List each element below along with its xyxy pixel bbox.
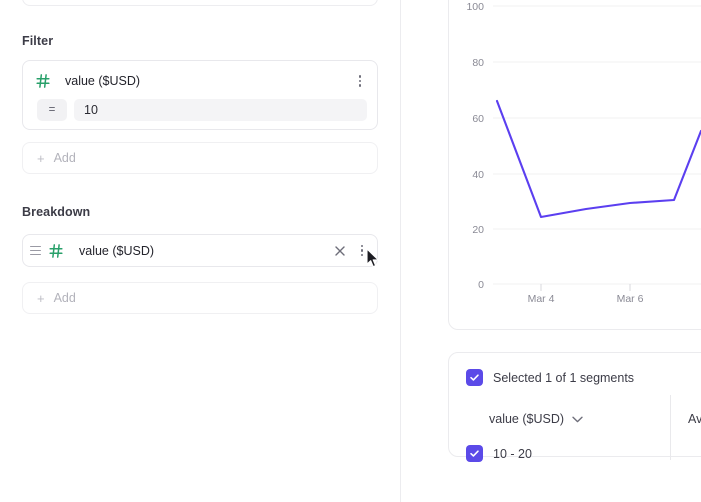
svg-text:0: 0 — [478, 279, 484, 291]
chart-content-area — [402, 0, 701, 502]
close-icon[interactable] — [332, 243, 348, 259]
segments-list-item[interactable]: 10 - 20 — [466, 445, 532, 462]
segments-field-dropdown[interactable]: value ($USD) — [489, 412, 583, 426]
breakdown-add-label: Add — [53, 291, 76, 305]
query-builder-sidebar: Filter value ($USD) = 10 — [22, 0, 401, 502]
svg-text:20: 20 — [472, 224, 484, 236]
filter-expression-row: = 10 — [23, 99, 377, 121]
hash-icon — [49, 243, 63, 258]
segment-item-label: 10 - 20 — [493, 446, 532, 461]
line-chart: 100 80 60 40 20 0 Mar 4 Mar 6 — [466, 1, 701, 305]
chevron-down-icon — [572, 416, 583, 422]
segments-column-header: Av — [688, 412, 701, 426]
filter-operator-button[interactable]: = — [37, 99, 67, 121]
segments-select-all-row[interactable]: Selected 1 of 1 segments — [466, 369, 634, 386]
filter-add-label: Add — [53, 151, 76, 165]
filter-field-row[interactable]: value ($USD) — [23, 66, 377, 96]
filter-card: value ($USD) = 10 — [22, 60, 378, 130]
filter-value-input[interactable]: 10 — [74, 99, 367, 121]
svg-text:60: 60 — [472, 113, 484, 125]
filter-section-label: Filter — [22, 34, 54, 48]
hash-icon — [36, 74, 50, 88]
breakdown-field-row[interactable]: value ($USD) — [22, 234, 378, 267]
svg-text:Mar 4: Mar 4 — [528, 293, 555, 305]
segments-column-divider — [670, 395, 671, 460]
filter-kebab-menu-icon[interactable] — [353, 73, 367, 89]
drag-handle-icon[interactable] — [30, 244, 42, 258]
chart-y-axis-labels: 100 80 60 40 20 0 — [466, 1, 484, 291]
chart-card — [448, 0, 701, 330]
breakdown-kebab-menu-icon[interactable] — [355, 243, 369, 259]
check-icon — [470, 450, 479, 457]
segment-item-checkbox[interactable] — [466, 445, 483, 462]
check-icon — [470, 374, 479, 381]
breakdown-section-label: Breakdown — [22, 205, 91, 219]
segments-select-all-checkbox[interactable] — [466, 369, 483, 386]
breakdown-field-name: value ($USD) — [79, 243, 155, 258]
chart-x-axis-ticks — [540, 284, 631, 291]
chart-series-line — [495, 99, 701, 219]
plus-icon: + — [37, 290, 45, 306]
breakdown-add-button[interactable]: + Add — [22, 282, 378, 314]
segments-field-dropdown-label: value ($USD) — [489, 412, 565, 426]
segments-select-all-label: Selected 1 of 1 segments — [493, 370, 635, 385]
chart-gridlines — [493, 5, 701, 285]
filter-field-name: value ($USD) — [65, 74, 141, 88]
svg-text:100: 100 — [466, 1, 484, 13]
previous-section-card-partial — [22, 0, 378, 6]
svg-text:40: 40 — [472, 169, 484, 181]
plus-icon: + — [37, 150, 45, 166]
filter-add-button[interactable]: + Add — [22, 142, 378, 174]
chart-x-axis-labels: Mar 4 Mar 6 — [528, 293, 644, 305]
segments-card — [448, 352, 701, 457]
svg-text:80: 80 — [472, 57, 484, 69]
svg-text:Mar 6: Mar 6 — [617, 293, 644, 305]
